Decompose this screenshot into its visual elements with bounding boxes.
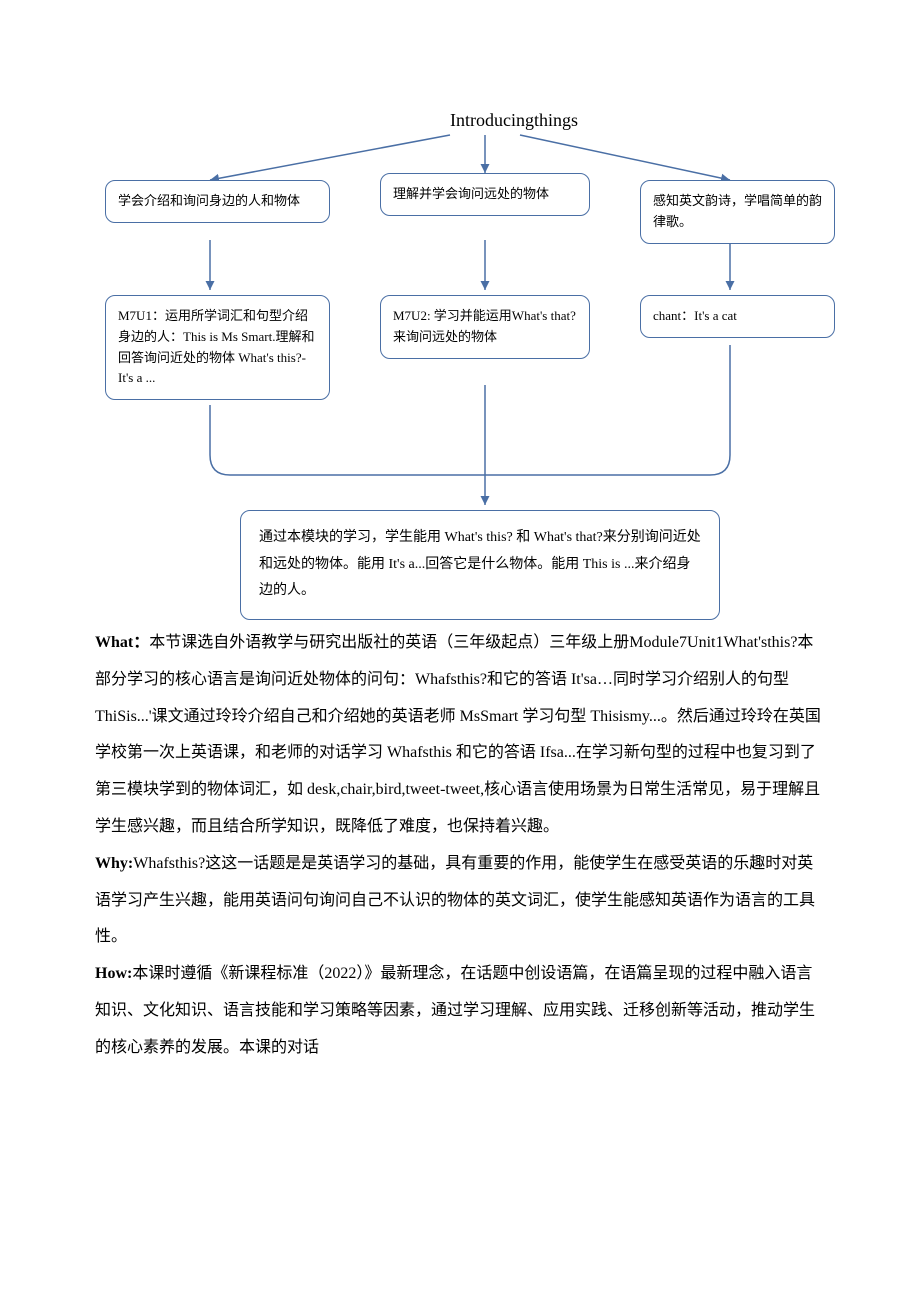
how-lead: How: (95, 965, 132, 982)
para-why: Why:Whafsthis?这这一话题是是英语学习的基础，具有重要的作用，能使学… (95, 846, 825, 956)
summary-box: 通过本模块的学习，学生能用 What's this? 和 What's that… (240, 510, 720, 620)
row1-box-mid: 理解并学会询问远处的物体 (380, 173, 590, 216)
what-lead: What： (95, 634, 149, 651)
why-body: Whafsthis?这这一话题是是英语学习的基础，具有重要的作用，能使学生在感受… (95, 855, 815, 946)
how-body: 本课时遵循《新课程标准（2022）》最新理念，在话题中创设语篇，在语篇呈现的过程… (95, 965, 815, 1056)
what-body: 本节课选自外语教学与研究出版社的英语（三年级起点）三年级上册Module7Uni… (95, 634, 821, 835)
row1-box-right: 感知英文韵诗，学唱简单的韵律歌。 (640, 180, 835, 244)
body-text: What：本节课选自外语教学与研究出版社的英语（三年级起点）三年级上册Modul… (95, 625, 825, 1067)
why-lead: Why: (95, 855, 133, 872)
para-how: How:本课时遵循《新课程标准（2022）》最新理念，在话题中创设语篇，在语篇呈… (95, 956, 825, 1066)
para-what: What：本节课选自外语教学与研究出版社的英语（三年级起点）三年级上册Modul… (95, 625, 825, 846)
row1-box-left: 学会介绍和询问身边的人和物体 (105, 180, 330, 223)
row2-box-mid: M7U2: 学习并能运用What's that?来询问远处的物体 (380, 295, 590, 359)
flow-diagram: 学会介绍和询问身边的人和物体 理解并学会询问远处的物体 感知英文韵诗，学唱简单的… (90, 85, 850, 595)
row2-box-left: M7U1：运用所学词汇和句型介绍身边的人：This is Ms Smart.理解… (105, 295, 330, 400)
row2-box-right: chant：It's a cat (640, 295, 835, 338)
